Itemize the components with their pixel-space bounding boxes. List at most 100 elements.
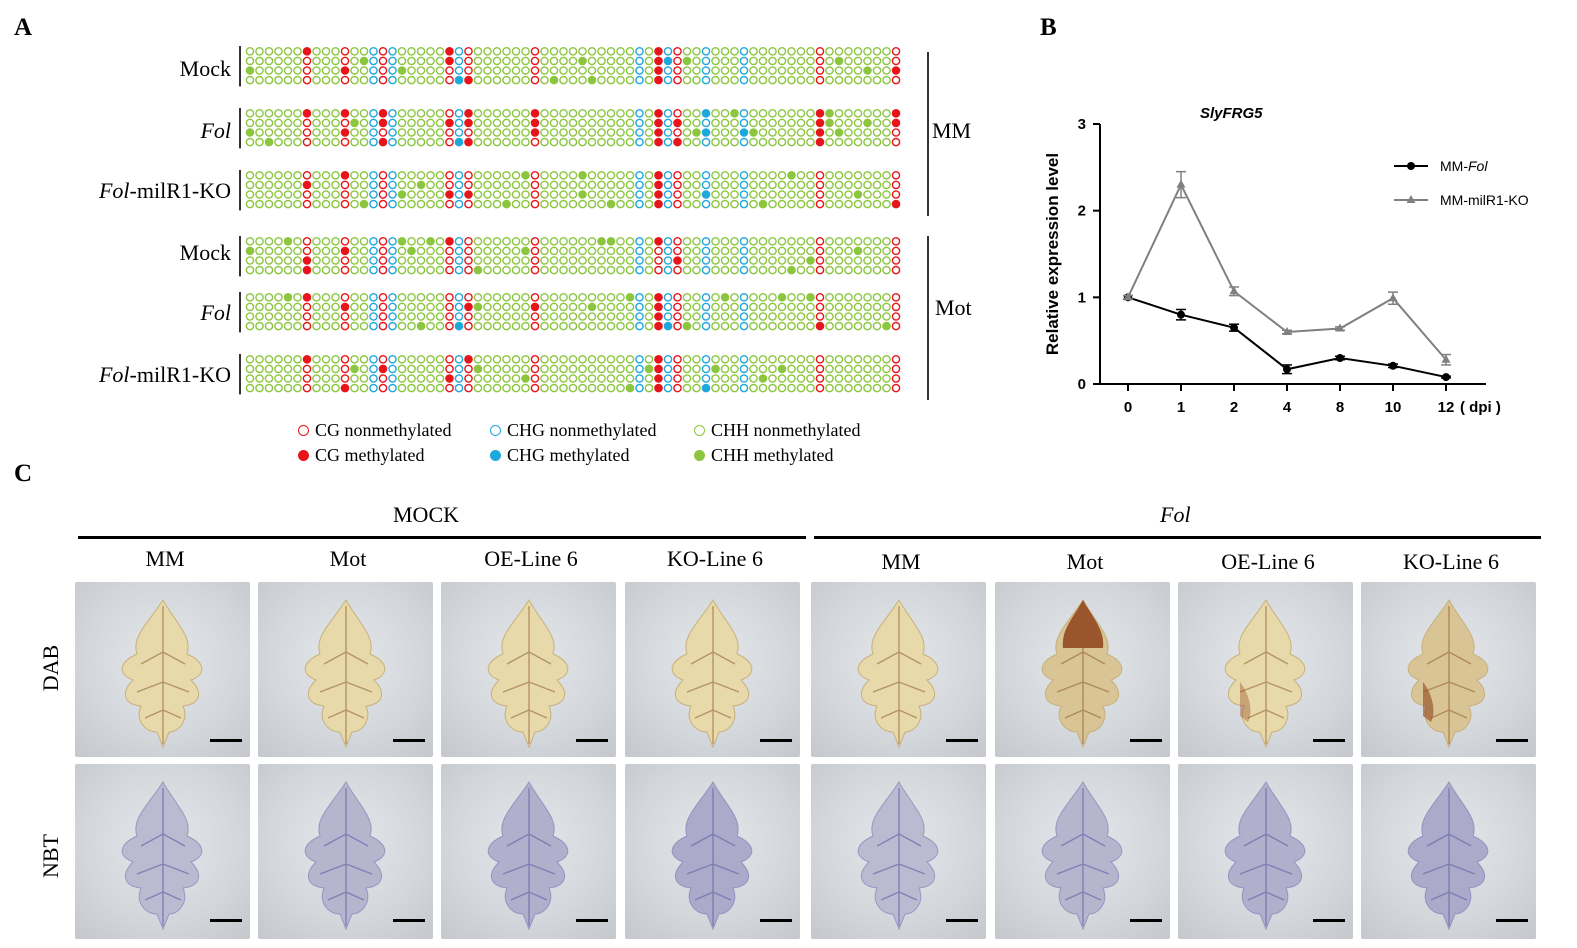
nonmethylated-site [587, 383, 597, 393]
methylated-site [264, 137, 274, 147]
nonmethylated-site [245, 137, 255, 147]
methylated-site [464, 302, 473, 312]
nonmethylated-site [720, 383, 730, 393]
nonmethylated-site [321, 246, 331, 256]
nonmethylated-site [255, 199, 264, 209]
nonmethylated-site [891, 47, 901, 56]
nonmethylated-site [359, 171, 369, 180]
nonmethylated-site [416, 171, 426, 180]
nonmethylated-site [293, 75, 302, 85]
nonmethylated-site [492, 66, 502, 75]
nonmethylated-site [540, 180, 549, 190]
nonmethylated-site [635, 246, 644, 256]
nonmethylated-site [568, 109, 578, 118]
nonmethylated-site [777, 383, 787, 393]
dab-leaf-photo [625, 582, 800, 757]
leaf-shape [1041, 781, 1123, 931]
nonmethylated-site [777, 256, 787, 265]
nonmethylated-site [834, 137, 844, 147]
nonmethylated-site [701, 47, 711, 56]
nonmethylated-site [464, 265, 473, 275]
nonmethylated-site [521, 236, 530, 246]
nonmethylated-site [711, 137, 720, 147]
nonmethylated-site [492, 190, 502, 199]
nonmethylated-site [559, 364, 568, 374]
nonmethylated-site [359, 321, 369, 331]
nonmethylated-site [312, 265, 321, 275]
nonmethylated-site [787, 236, 796, 246]
nonmethylated-site [359, 265, 369, 275]
nonmethylated-site [407, 66, 416, 75]
nonmethylated-site [663, 292, 673, 302]
nonmethylated-site [720, 118, 730, 128]
nonmethylated-site [844, 236, 853, 246]
nonmethylated-site [340, 199, 350, 209]
column-header: OE-Line 6 [484, 546, 578, 571]
nonmethylated-site [682, 190, 692, 199]
leaf-veins [872, 788, 926, 926]
nonmethylated-site [521, 321, 530, 331]
nonmethylated-site [435, 364, 445, 374]
nonmethylated-site [834, 364, 844, 374]
nonmethylated-site [283, 312, 293, 321]
nonmethylated-site [331, 292, 340, 302]
nonmethylated-site [454, 47, 464, 56]
nonmethylated-site [369, 312, 378, 321]
nonmethylated-site [758, 75, 768, 85]
nonmethylated-site [559, 128, 568, 137]
nonmethylated-site [559, 354, 568, 364]
nonmethylated-site [635, 47, 644, 56]
methylated-site [302, 355, 312, 364]
nonmethylated-site [369, 383, 378, 393]
nonmethylated-site [739, 75, 749, 85]
nonmethylated-site [625, 246, 635, 256]
nonmethylated-site [882, 265, 891, 275]
nonmethylated-site [644, 56, 654, 66]
nonmethylated-site [635, 354, 644, 364]
nonmethylated-site [625, 118, 635, 128]
nonmethylated-site [844, 137, 853, 147]
nonmethylated-site [578, 75, 587, 85]
nonmethylated-site [635, 128, 644, 137]
nonmethylated-site [540, 190, 549, 199]
nonmethylated-site [397, 47, 407, 56]
nonmethylated-site [264, 374, 274, 383]
methylated-site [454, 137, 464, 147]
nonmethylated-site [701, 236, 711, 246]
nonmethylated-site [454, 374, 464, 383]
nonmethylated-site [578, 374, 587, 383]
nonmethylated-site [435, 236, 445, 246]
nonmethylated-site [739, 171, 749, 180]
nonmethylated-site [796, 312, 806, 321]
nonmethylated-site [350, 66, 359, 75]
nonmethylated-site [549, 118, 559, 128]
nonmethylated-site [673, 246, 682, 256]
nonmethylated-site [815, 364, 825, 374]
nonmethylated-site [359, 47, 369, 56]
nonmethylated-site [511, 236, 521, 246]
nonmethylated-site [806, 190, 815, 199]
nonmethylated-site [758, 171, 768, 180]
nonmethylated-site [321, 180, 331, 190]
row-label-fol-ko-mot: Fol-milR1-KO [98, 362, 231, 387]
nonmethylated-site [483, 292, 492, 302]
nonmethylated-site [435, 56, 445, 66]
nonmethylated-site [749, 190, 758, 199]
nonmethylated-site [796, 118, 806, 128]
panel-a-label: A [14, 14, 33, 41]
nonmethylated-site [492, 354, 502, 364]
nonmethylated-site [454, 354, 464, 364]
nonmethylated-site [293, 265, 302, 275]
nonmethylated-site [844, 364, 853, 374]
nonmethylated-site [682, 118, 692, 128]
nonmethylated-site [730, 236, 739, 246]
nonmethylated-site [682, 256, 692, 265]
nonmethylated-site [321, 75, 331, 85]
x-tick-label: 2 [1230, 399, 1238, 416]
nonmethylated-site [882, 199, 891, 209]
nonmethylated-site [283, 109, 293, 118]
nonmethylated-site [483, 374, 492, 383]
nonmethylated-site [701, 312, 711, 321]
nonmethylated-site [739, 354, 749, 364]
nonmethylated-site [701, 364, 711, 374]
